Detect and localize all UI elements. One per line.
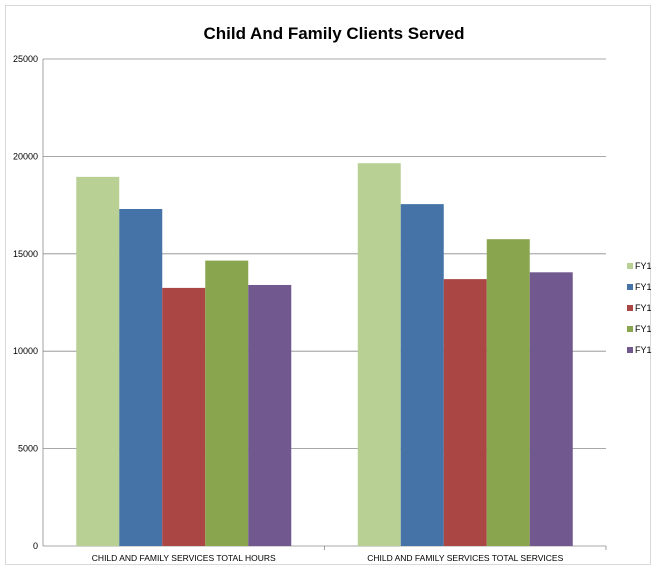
- legend: FY15 FY16 FY17 FY18 FY19: [627, 261, 652, 355]
- bar-fy18-1: [205, 260, 249, 546]
- y-tick-label: 15000: [13, 249, 38, 259]
- y-tick-label: 20000: [13, 151, 38, 161]
- legend-swatch-fy15: [627, 263, 633, 269]
- legend-swatch-fy18: [627, 326, 633, 332]
- legend-swatch-fy19: [627, 347, 633, 353]
- legend-label-fy17: FY17: [635, 303, 652, 313]
- bar-fy16-1: [119, 208, 163, 546]
- y-axis-ticks: 0 5000 10000 15000 20000 25000: [13, 54, 38, 551]
- legend-label-fy18: FY18: [635, 324, 652, 334]
- legend-label-fy19: FY19: [635, 345, 652, 355]
- y-tick-label: 5000: [18, 444, 38, 454]
- bar-fy18-2: [486, 239, 530, 546]
- bar-chart: Child And Family Clients Served 0 5000 100…: [13, 24, 652, 563]
- bar-fy15-1: [76, 176, 120, 546]
- bars: [76, 163, 573, 546]
- bar-fy15-2: [357, 163, 401, 546]
- bar-fy17-1: [162, 287, 206, 546]
- legend-label-fy15: FY15: [635, 261, 652, 271]
- legend-label-fy16: FY16: [635, 282, 652, 292]
- bar-fy19-1: [248, 284, 292, 546]
- category-labels: CHILD AND FAMILY SERVICES TOTAL HOURS CHI…: [92, 553, 564, 563]
- bar-fy17-2: [443, 279, 487, 546]
- legend-swatch-fy17: [627, 305, 633, 311]
- y-tick-label: 0: [33, 541, 38, 551]
- chart-frame: Child And Family Clients Served 0 5000 100…: [5, 5, 652, 565]
- legend-swatch-fy16: [627, 284, 633, 290]
- y-tick-label: 10000: [13, 346, 38, 356]
- chart-title: Child And Family Clients Served: [203, 24, 464, 43]
- bar-fy16-2: [400, 204, 444, 546]
- y-tick-label: 25000: [13, 54, 38, 64]
- bar-fy19-2: [529, 272, 573, 546]
- category-label: CHILD AND FAMILY SERVICES TOTAL SERVICES: [367, 553, 563, 563]
- category-label: CHILD AND FAMILY SERVICES TOTAL HOURS: [92, 553, 276, 563]
